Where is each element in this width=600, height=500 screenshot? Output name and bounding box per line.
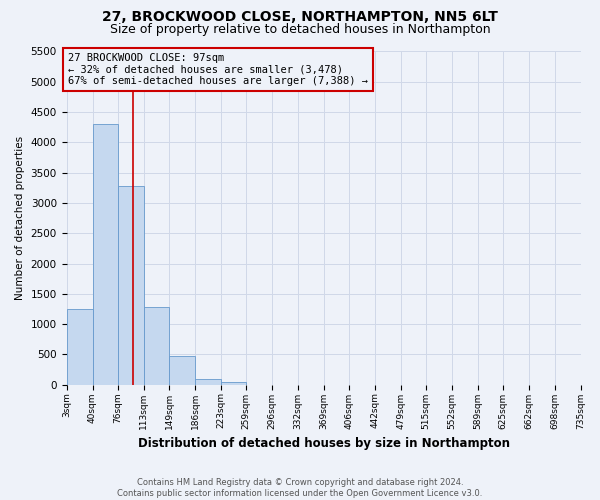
Text: Contains HM Land Registry data © Crown copyright and database right 2024.
Contai: Contains HM Land Registry data © Crown c… [118, 478, 482, 498]
Bar [221, 382, 246, 384]
Bar [67, 309, 92, 384]
Text: 27 BROCKWOOD CLOSE: 97sqm
← 32% of detached houses are smaller (3,478)
67% of se: 27 BROCKWOOD CLOSE: 97sqm ← 32% of detac… [68, 52, 368, 86]
Bar [195, 378, 221, 384]
Bar [144, 307, 169, 384]
Text: Size of property relative to detached houses in Northampton: Size of property relative to detached ho… [110, 22, 490, 36]
Bar [92, 124, 118, 384]
Text: 27, BROCKWOOD CLOSE, NORTHAMPTON, NN5 6LT: 27, BROCKWOOD CLOSE, NORTHAMPTON, NN5 6L… [102, 10, 498, 24]
Y-axis label: Number of detached properties: Number of detached properties [15, 136, 25, 300]
Bar [169, 356, 195, 384]
Bar [118, 186, 144, 384]
X-axis label: Distribution of detached houses by size in Northampton: Distribution of detached houses by size … [137, 437, 509, 450]
